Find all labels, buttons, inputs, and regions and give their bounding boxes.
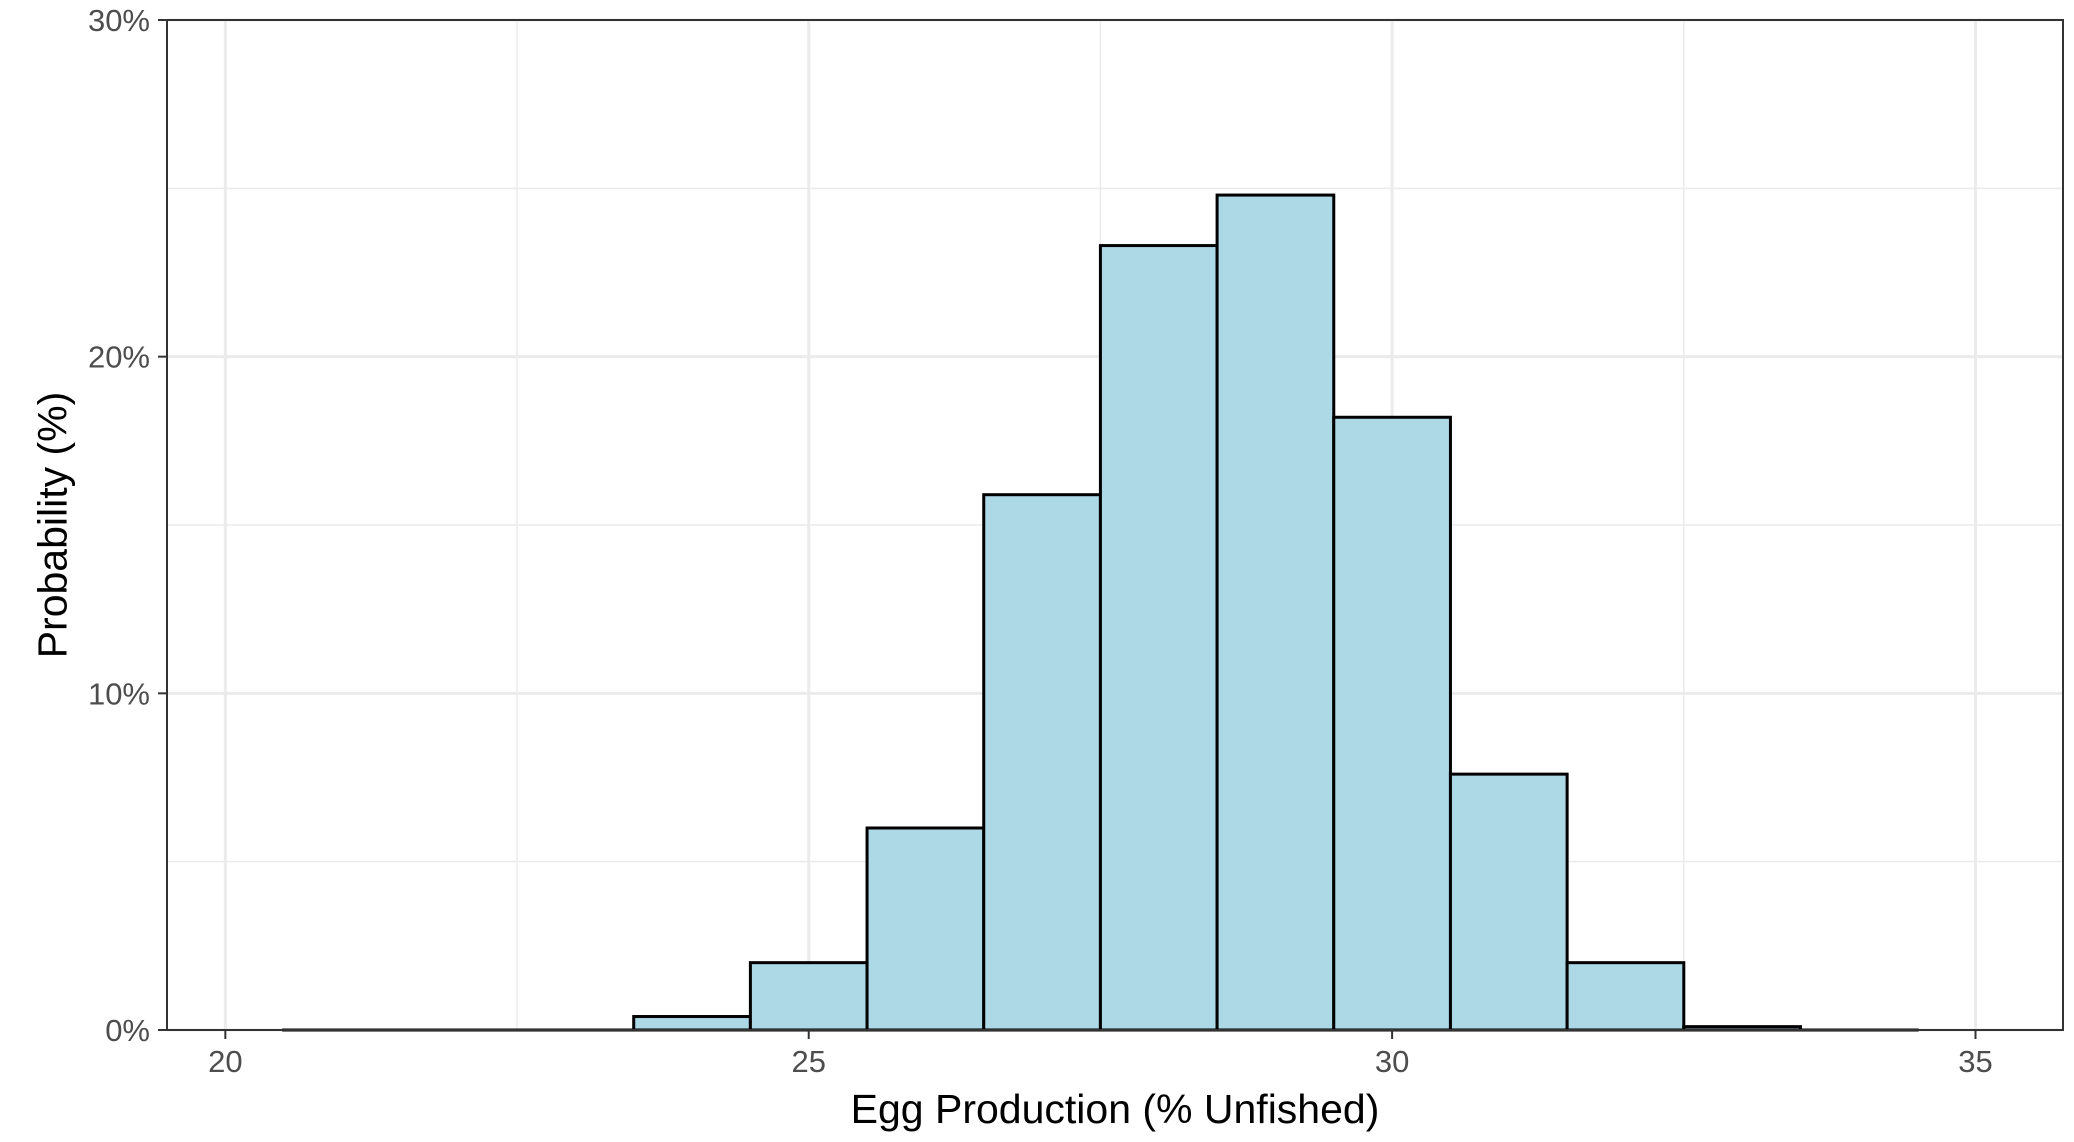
y-tick-label: 0% bbox=[105, 1013, 150, 1048]
x-tick-label: 25 bbox=[791, 1044, 825, 1079]
y-tick-label: 20% bbox=[88, 340, 150, 375]
histogram-bar bbox=[750, 963, 867, 1030]
x-tick-label: 30 bbox=[1375, 1044, 1409, 1079]
histogram-bar bbox=[867, 828, 984, 1030]
histogram-bar bbox=[1334, 417, 1451, 1030]
histogram-bar bbox=[1217, 195, 1334, 1030]
x-tick-label: 35 bbox=[1958, 1044, 1992, 1079]
x-tick-label: 20 bbox=[208, 1044, 242, 1079]
x-axis-title: Egg Production (% Unfished) bbox=[851, 1086, 1380, 1132]
y-tick-label: 30% bbox=[88, 3, 150, 38]
y-tick-label: 10% bbox=[88, 676, 150, 711]
histogram-bar bbox=[1450, 774, 1567, 1030]
histogram-bar bbox=[984, 495, 1101, 1030]
histogram-bar bbox=[1100, 246, 1217, 1030]
y-axis-title: Probability (%) bbox=[29, 392, 75, 659]
histogram-bar bbox=[634, 1017, 751, 1030]
histogram-bar bbox=[1567, 963, 1684, 1030]
